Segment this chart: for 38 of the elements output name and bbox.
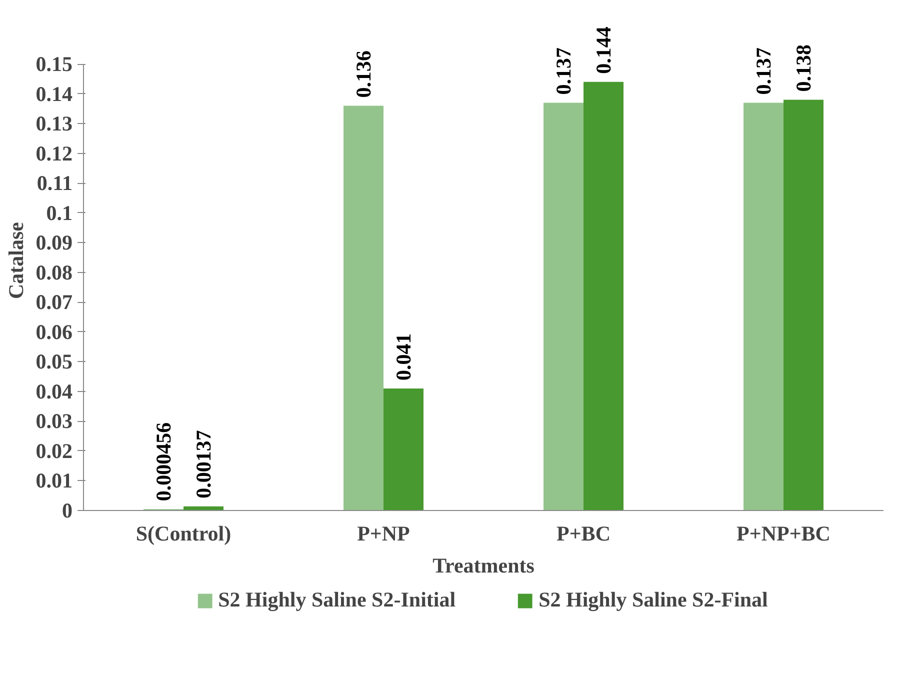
data-label: 0.144 [592, 26, 616, 74]
data-label: 0.137 [552, 48, 576, 95]
bar [344, 106, 384, 510]
x-tick-label: P+NP [357, 522, 410, 546]
y-axis-title: Catalase [4, 222, 28, 299]
y-tick-label: 0.05 [36, 350, 72, 374]
bar [584, 82, 624, 510]
y-tick-label: 0.14 [36, 82, 73, 106]
y-tick-label: 0.13 [36, 112, 72, 136]
data-label: 0.136 [352, 50, 376, 98]
x-tick-label: P+BC [556, 522, 610, 546]
y-tick-label: 0 [62, 498, 72, 522]
bar [544, 102, 584, 510]
y-tick-label: 0.1 [46, 200, 72, 225]
y-tick-label: 0.01 [36, 468, 72, 493]
y-tick-label: 0.03 [36, 409, 72, 434]
data-label: 0.041 [392, 333, 416, 380]
y-tick-label: 0.04 [36, 379, 73, 404]
legend-label: S2 Highly Saline S2-Initial [218, 588, 456, 612]
data-label: 0.138 [792, 44, 816, 92]
y-tick-label: 0.12 [36, 141, 72, 166]
x-tick-label: P+NP+BC [736, 522, 830, 546]
data-label: 0.000456 [152, 422, 176, 502]
y-tick-label: 0.08 [36, 260, 72, 284]
bar [784, 100, 824, 510]
y-tick-label: 0.02 [36, 438, 72, 463]
bar [744, 102, 784, 510]
y-tick-label: 0.15 [36, 52, 72, 76]
x-axis-title: Treatments [432, 554, 534, 578]
data-label: 0.137 [752, 48, 776, 95]
y-tick-label: 0.11 [36, 171, 72, 196]
y-tick-label: 0.06 [36, 320, 72, 344]
y-tick-label: 0.07 [36, 290, 72, 314]
y-tick-label: 0.09 [36, 230, 72, 255]
data-label: 0.00137 [192, 430, 216, 498]
x-tick-label: S(Control) [136, 522, 232, 546]
legend-label: S2 Highly Saline S2-Final [538, 588, 768, 612]
bar [384, 388, 424, 510]
